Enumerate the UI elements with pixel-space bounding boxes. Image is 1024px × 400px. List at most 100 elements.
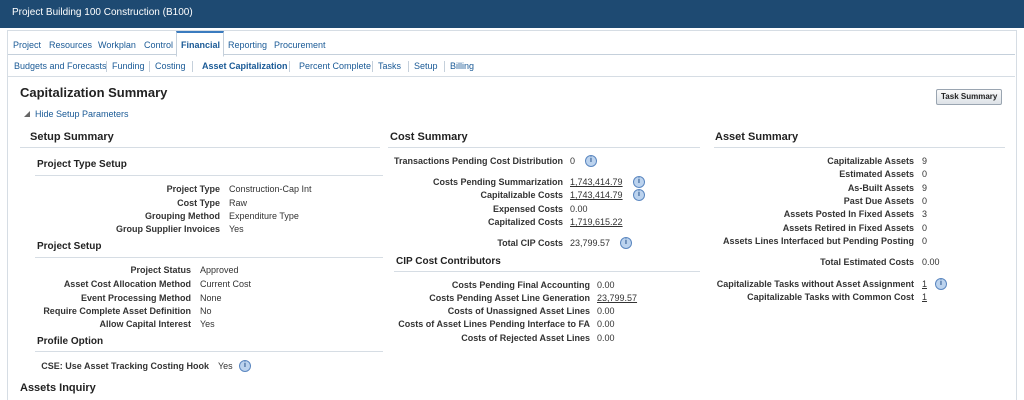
field-label: Costs of Rejected Asset Lines — [461, 333, 590, 343]
separator — [372, 61, 373, 72]
info-icon[interactable]: i — [620, 237, 632, 249]
field-value: 0.00 — [597, 333, 615, 343]
field-value: 0 — [570, 156, 576, 166]
value-link[interactable]: 1,743,414.79 — [570, 190, 623, 200]
section-title: Asset Summary — [715, 131, 799, 143]
field-value: Current Cost — [200, 279, 252, 289]
subtab[interactable]: Costing — [155, 61, 186, 71]
subtab[interactable]: Percent Complete — [299, 61, 372, 71]
field-label: Assets Posted In Fixed Assets — [783, 209, 914, 219]
section-line — [20, 147, 380, 148]
field-value: Yes — [229, 224, 244, 234]
tab[interactable]: Workplan — [98, 40, 136, 50]
field-value: 9 — [922, 156, 928, 166]
field-label: Assets Retired in Fixed Assets — [782, 223, 914, 233]
field-value: Expenditure Type — [229, 211, 299, 221]
tab-line — [8, 54, 1015, 55]
field-label: Project Status — [130, 265, 191, 275]
field-label: Costs of Unassigned Asset Lines — [447, 306, 590, 316]
field-label: Grouping Method — [145, 211, 220, 221]
field-value: None — [200, 293, 222, 303]
subtab[interactable]: Budgets and Forecasts — [14, 61, 107, 71]
subsection-title: Project Setup — [37, 241, 102, 252]
info-icon[interactable]: i — [633, 176, 645, 188]
field-label: Cost Type — [177, 198, 220, 208]
field-value: 0 — [922, 169, 928, 179]
field-value: 23,799.57 — [570, 238, 611, 248]
subsection-line — [35, 175, 383, 176]
separator — [192, 61, 193, 72]
field-value: 0 — [922, 223, 928, 233]
field-label: Asset Cost Allocation Method — [63, 279, 191, 289]
info-icon[interactable]: i — [633, 189, 645, 201]
value-link[interactable]: 1,743,414.79 — [570, 177, 623, 187]
subsection-title: Project Type Setup — [37, 159, 127, 170]
field-value: 0.00 — [597, 306, 615, 316]
field-label: Costs Pending Final Accounting — [451, 280, 590, 290]
separator — [106, 61, 107, 72]
header-bar — [0, 0, 1024, 28]
field-label: Costs Pending Summarization — [432, 177, 563, 187]
separator — [408, 61, 409, 72]
content-frame — [7, 30, 1017, 400]
subtab-line — [8, 76, 1015, 77]
subtab[interactable]: Tasks — [378, 61, 402, 71]
separator — [149, 61, 150, 72]
value-link[interactable]: 1 — [922, 292, 928, 302]
subsection-title: CIP Cost Contributors — [396, 256, 501, 267]
section-title: Setup Summary — [30, 131, 114, 143]
subtab[interactable]: Billing — [450, 61, 475, 71]
subtab[interactable]: Asset Capitalization — [202, 61, 288, 71]
info-icon[interactable]: i — [239, 360, 251, 372]
field-value: No — [200, 306, 212, 316]
field-value: 3 — [922, 209, 928, 219]
field-value: Yes — [200, 319, 215, 329]
field-label: Assets Lines Interfaced but Pending Post… — [722, 236, 914, 246]
tab[interactable]: Resources — [49, 40, 93, 50]
subsection-title: Profile Option — [37, 336, 104, 347]
subsection-line — [35, 257, 383, 258]
field-label: Total Estimated Costs — [820, 257, 914, 267]
value-link[interactable]: 1,719,615.22 — [570, 217, 623, 227]
field-value: 9 — [922, 183, 928, 193]
subtab[interactable]: Setup — [414, 61, 438, 71]
section-title: Cost Summary — [390, 131, 468, 143]
tab[interactable]: Project — [13, 40, 42, 50]
field-label: Total CIP Costs — [497, 238, 563, 248]
field-label: As-Built Assets — [847, 183, 914, 193]
info-icon[interactable]: i — [585, 155, 597, 167]
tab[interactable]: Procurement — [274, 40, 326, 50]
subsection-line — [35, 351, 383, 352]
tab[interactable]: Financial — [181, 40, 221, 50]
value-link[interactable]: 23,799.57 — [597, 293, 638, 303]
field-label: Costs Pending Asset Line Generation — [429, 293, 590, 303]
value-link[interactable]: 1 — [922, 279, 928, 289]
info-icon[interactable]: i — [935, 278, 947, 290]
subtab[interactable]: Funding — [112, 61, 145, 71]
tab[interactable]: Control — [144, 40, 174, 50]
field-label: Require Complete Asset Definition — [43, 306, 191, 316]
field-value: 0.00 — [597, 280, 615, 290]
tab[interactable]: Reporting — [228, 40, 268, 50]
field-value: Approved — [200, 265, 239, 275]
field-label: Event Processing Method — [80, 293, 191, 303]
field-label: Group Supplier Invoices — [115, 224, 220, 234]
field-label: Capitalizable Costs — [480, 190, 563, 200]
field-value: 0 — [922, 196, 928, 206]
task-summary-button[interactable]: Task Summary — [936, 89, 1003, 105]
section-title: Assets Inquiry — [20, 382, 96, 394]
separator — [289, 61, 290, 72]
page-title: Capitalization Summary — [20, 85, 168, 100]
field-label: Capitalizable Assets — [827, 156, 914, 166]
section-line — [388, 147, 700, 148]
separator — [444, 61, 445, 72]
subsection-line — [394, 271, 700, 272]
field-value: 0 — [922, 236, 928, 246]
hide-setup-link[interactable]: Hide Setup Parameters — [35, 109, 129, 119]
field-value: Yes — [218, 361, 233, 371]
collapse-icon[interactable] — [24, 111, 30, 117]
field-label: Capitalizable Tasks with Common Cost — [747, 292, 914, 302]
field-label: Capitalizable Tasks without Asset Assign… — [716, 279, 914, 289]
field-label: Capitalized Costs — [487, 217, 563, 227]
field-value: Construction-Cap Int — [229, 184, 312, 194]
